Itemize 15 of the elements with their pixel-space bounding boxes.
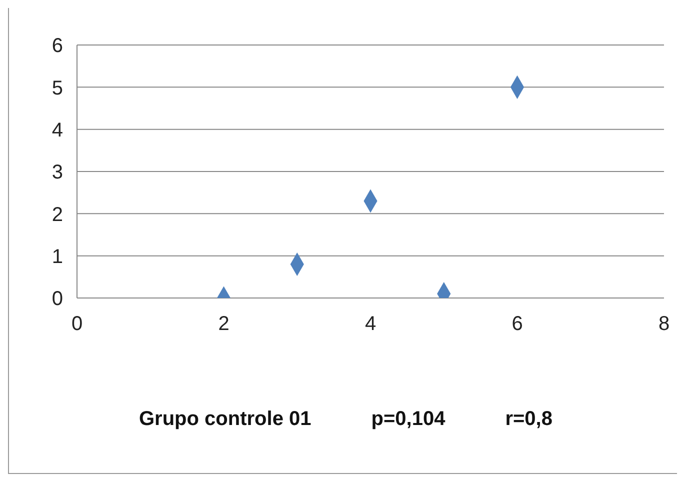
x-tick-label: 0 — [71, 313, 83, 336]
y-tick-label: 2 — [52, 204, 63, 226]
text: p=0,104 — [371, 408, 446, 431]
y-tick-label: 6 — [52, 35, 63, 58]
x-tick-label: 4 — [364, 313, 376, 336]
x-axis-title: Grupo controle 01 — [139, 408, 312, 431]
y-tick-label: 0 — [52, 288, 63, 310]
y-tick-label: 1 — [52, 246, 63, 268]
x-tick-label: 8 — [658, 313, 670, 336]
y-tick-label: 4 — [52, 119, 63, 142]
x-tick-label: 6 — [512, 313, 523, 336]
text: r=0,8 — [505, 408, 552, 431]
y-tick-label: 5 — [52, 77, 63, 100]
x-tick-label: 2 — [218, 313, 230, 336]
y-tick-label: 3 — [52, 162, 63, 184]
